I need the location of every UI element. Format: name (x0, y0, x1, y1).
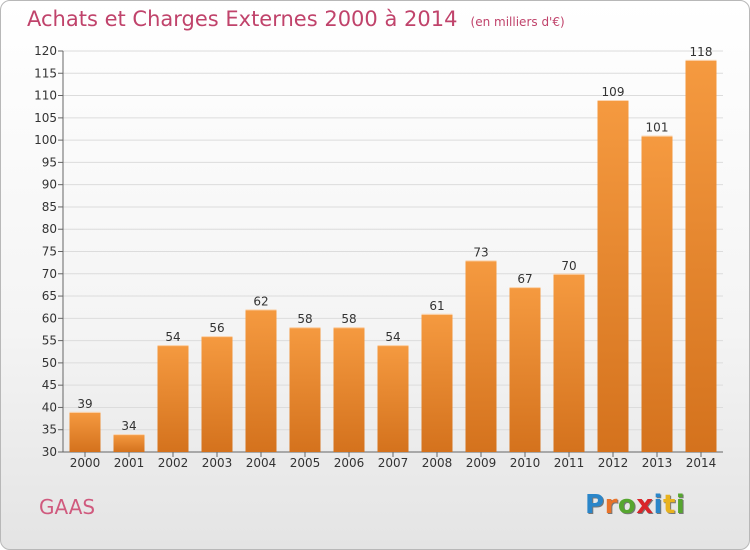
data-label: 118 (690, 45, 713, 59)
bar (465, 260, 497, 452)
bar (685, 59, 717, 453)
bar (509, 287, 541, 452)
x-tick-label: 2011 (554, 456, 585, 470)
logo-letter: o (617, 490, 637, 520)
x-tick-label: 2005 (290, 456, 321, 470)
x-tick-label: 2002 (158, 456, 189, 470)
y-tick-label: 90 (42, 178, 57, 192)
y-tick-label: 70 (42, 267, 57, 281)
bar (553, 273, 585, 452)
data-label: 101 (646, 121, 669, 135)
data-label: 54 (165, 330, 180, 344)
y-tick-label: 105 (34, 111, 57, 125)
chart-title: Achats et Charges Externes 2000 à 2014 (… (27, 7, 565, 31)
y-tick-label: 85 (42, 200, 57, 214)
data-label: 61 (429, 299, 444, 313)
y-tick-label: 95 (42, 155, 57, 169)
x-tick-label: 2003 (202, 456, 233, 470)
x-tick-label: 2001 (114, 456, 145, 470)
y-tick-label: 80 (42, 222, 57, 236)
x-tick-label: 2012 (598, 456, 629, 470)
y-tick-label: 50 (42, 356, 57, 370)
x-tick-label: 2008 (422, 456, 453, 470)
unit-note: (en milliers d'€) (470, 15, 565, 29)
data-label: 54 (385, 330, 400, 344)
data-label: 109 (602, 85, 625, 99)
bar (113, 434, 145, 452)
y-tick-label: 75 (42, 245, 57, 259)
data-label: 62 (253, 294, 268, 308)
y-tick-label: 45 (42, 378, 57, 392)
bar (201, 336, 233, 452)
y-tick-label: 115 (34, 66, 57, 80)
bar (421, 313, 453, 452)
y-tick-label: 65 (42, 289, 57, 303)
bar (69, 411, 101, 452)
x-tick-label: 2004 (246, 456, 277, 470)
commune-name: GAAS (39, 495, 96, 519)
bar (641, 135, 673, 452)
data-label: 73 (473, 245, 488, 259)
x-tick-label: 2013 (642, 456, 673, 470)
y-tick-label: 60 (42, 311, 57, 325)
bar (289, 327, 321, 452)
logo-letter: t (662, 490, 676, 520)
data-label: 58 (297, 312, 312, 326)
y-tick-label: 30 (42, 445, 57, 459)
logo-letter: i (675, 490, 686, 520)
data-label: 39 (77, 397, 92, 411)
data-label: 58 (341, 312, 356, 326)
bar (333, 327, 365, 452)
x-tick-label: 2009 (466, 456, 497, 470)
y-tick-label: 110 (34, 89, 57, 103)
y-tick-label: 55 (42, 334, 57, 348)
title-text: Achats et Charges Externes 2000 à 2014 (27, 7, 458, 31)
y-tick-label: 40 (42, 400, 57, 414)
x-tick-label: 2014 (686, 456, 717, 470)
proxiti-logo: Proxiti (585, 490, 685, 520)
data-label: 34 (121, 419, 136, 433)
data-label: 56 (209, 321, 224, 335)
logo-letter: x (636, 490, 654, 520)
logo-letter: i (653, 490, 663, 520)
bar (157, 345, 189, 452)
y-tick-label: 120 (34, 44, 57, 58)
bar (245, 309, 277, 452)
y-tick-label: 35 (42, 423, 57, 437)
bar (377, 345, 409, 452)
logo-letter: r (604, 490, 618, 520)
x-tick-label: 2010 (510, 456, 541, 470)
data-label: 67 (517, 272, 532, 286)
logo-letter: P (585, 490, 605, 520)
data-label: 70 (561, 259, 576, 273)
bar (597, 100, 629, 452)
x-tick-label: 2006 (334, 456, 365, 470)
x-tick-label: 2000 (70, 456, 101, 470)
x-tick-label: 2007 (378, 456, 409, 470)
y-tick-label: 100 (34, 133, 57, 147)
